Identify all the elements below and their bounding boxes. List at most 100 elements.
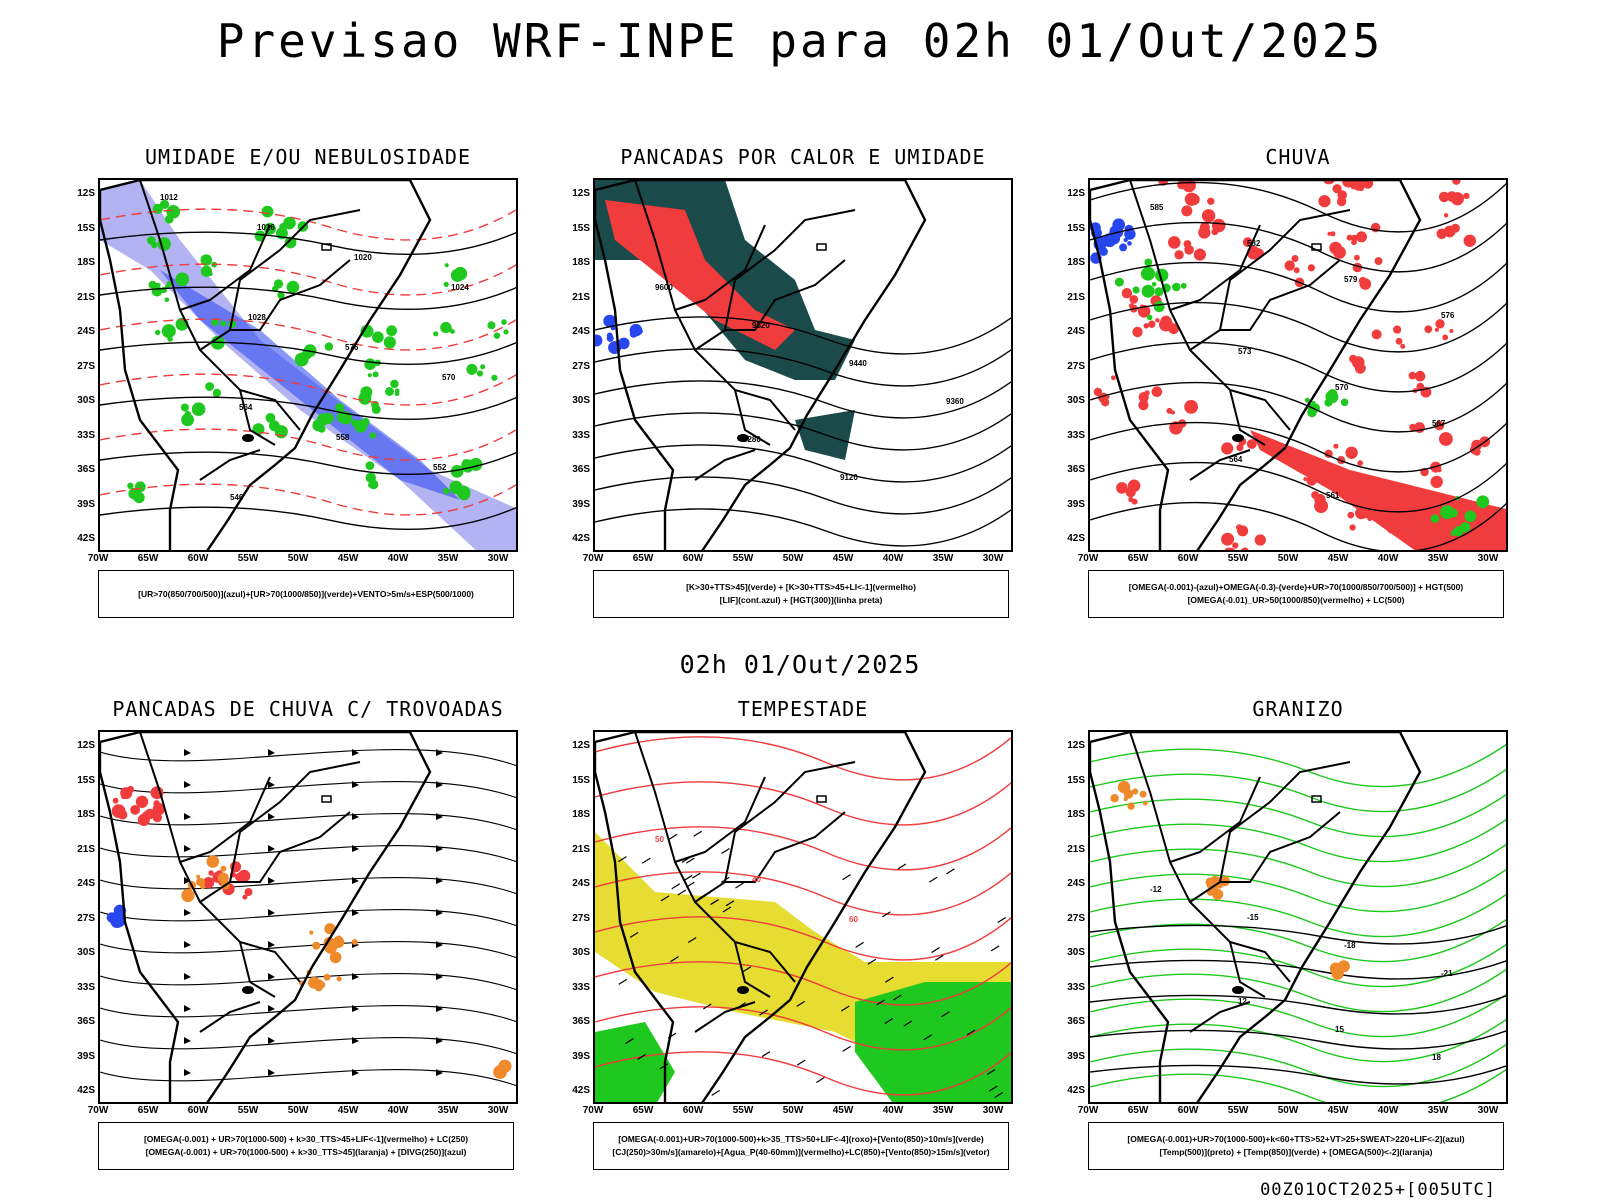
temp850-contour <box>1090 968 1506 1013</box>
rain-area <box>1430 475 1443 489</box>
map-panel: 1012 1016 1020 1024 1028 576 570 564 558 552 546 <box>98 178 518 552</box>
flow-arrow <box>352 909 359 916</box>
lon-tick-label: 60W <box>682 553 704 564</box>
lat-tick-label: 27S <box>77 360 95 372</box>
rain-area <box>1318 195 1331 208</box>
humidity-low-patch <box>360 324 374 338</box>
omega-strong-area <box>1141 266 1155 281</box>
contour-label: 564 <box>1229 455 1243 464</box>
rain-area <box>1168 323 1179 335</box>
thunderstorm-area <box>208 870 214 876</box>
rain-area <box>1241 547 1249 550</box>
flow-arrow <box>268 941 275 948</box>
flow-arrow <box>436 1005 443 1012</box>
country-border <box>239 389 276 446</box>
instability-severe-area <box>605 200 795 350</box>
lat-tick-label: 36S <box>572 1016 590 1027</box>
humidity-low-patch <box>444 263 449 268</box>
rain-band <box>1250 430 1506 550</box>
rain-area <box>1246 439 1257 449</box>
lon-tick-label: 45W <box>337 1105 359 1116</box>
humidity-low-patch <box>181 413 194 427</box>
rain-area <box>1371 329 1382 340</box>
lon-tick-label: 30W <box>982 553 1004 564</box>
temp850-contour <box>1090 943 1506 988</box>
omega-strong-area <box>1340 398 1349 407</box>
lat-tick-label: 18S <box>77 257 95 268</box>
rain-area <box>1450 223 1460 233</box>
lon-tick-label: 70W <box>1077 1105 1099 1116</box>
rain-area <box>1332 184 1342 194</box>
humidity-low-patch <box>369 432 376 439</box>
lon-tick-label: 45W <box>1327 1105 1349 1116</box>
flow-arrow <box>268 749 275 756</box>
contour-label: 9600 <box>655 283 673 292</box>
legend-line: [UR>70(850/700/500)](azul)+[UR>70(1000/8… <box>138 588 474 599</box>
lat-tick-label: 27S <box>1067 912 1085 924</box>
wind-vector <box>946 868 955 875</box>
flow-arrow <box>184 877 191 884</box>
lat-tick-label: 42S <box>77 533 95 544</box>
lat-tick-label: 15S <box>1067 774 1085 786</box>
rain-area <box>1291 255 1299 262</box>
lat-tick-label: 12S <box>77 740 95 751</box>
lat-tick-label: 33S <box>1067 981 1085 993</box>
page-title: Previsao WRF-INPE para 02h 01/Out/2025 <box>216 14 1384 68</box>
lat-tick-label: 30S <box>1067 395 1085 406</box>
rain-area <box>1311 491 1320 500</box>
omega-strong-area <box>1464 510 1477 523</box>
contour-label: 573 <box>1238 347 1252 356</box>
lifted-index-contour <box>629 330 638 338</box>
panel-legend: [K>30+TTS>45](verde) + [K>30+TTS>45+LI<-… <box>593 570 1009 618</box>
country-border <box>1219 209 1351 331</box>
panel-title: GRANIZO <box>1252 697 1344 721</box>
rain-area <box>1177 180 1186 190</box>
rain-area <box>1349 354 1358 363</box>
wind-vector <box>711 1089 720 1096</box>
lon-tick-label: 60W <box>1177 1105 1199 1116</box>
lat-tick-label: 15S <box>572 774 590 786</box>
lat-tick-label: 42S <box>572 1085 590 1096</box>
contour-label: 567 <box>1432 419 1446 428</box>
streamline <box>100 973 516 991</box>
thickness-contour <box>100 428 516 461</box>
wind-vector <box>903 1020 913 1027</box>
contour-label: 564 <box>239 403 253 412</box>
thunderstorm-area <box>244 888 253 896</box>
flow-arrow <box>352 813 359 820</box>
contour-label: 576 <box>1441 311 1455 320</box>
hgt500-contour <box>1090 221 1506 273</box>
map-panel: 9600 9520 9440 9360 9280 9120 <box>593 178 1013 552</box>
rain-area <box>1236 444 1244 452</box>
rain-area <box>1450 192 1464 206</box>
lon-tick-label: 60W <box>1177 553 1199 564</box>
lat-tick-label: 27S <box>1067 360 1085 372</box>
wind-vector <box>796 1059 806 1066</box>
water-content-contour <box>595 961 1011 1006</box>
flow-arrow <box>436 877 443 884</box>
rain-area <box>1166 407 1173 414</box>
flow-arrow <box>184 781 191 788</box>
temp500-contour <box>1090 1029 1506 1050</box>
rain-area <box>1121 288 1133 299</box>
flow-arrow <box>352 1069 359 1076</box>
rain-area <box>1330 231 1336 237</box>
lon-tick-label: 45W <box>832 553 854 564</box>
lat-tick-label: 18S <box>572 809 590 820</box>
convection-area <box>206 855 220 868</box>
rain-area <box>1395 337 1403 345</box>
contour-label: 60 <box>849 915 858 924</box>
humidity-low-patch <box>383 336 396 349</box>
omega-strong-area <box>1141 284 1155 298</box>
humidity-low-patch <box>450 465 464 478</box>
rain-area <box>1184 400 1198 414</box>
hgt300-contour <box>595 444 1011 483</box>
temp850-contour <box>1090 918 1506 963</box>
lon-tick-label: 40W <box>882 553 904 564</box>
wind-vector <box>759 1009 768 1016</box>
lat-tick-label: 30S <box>1067 947 1085 958</box>
convection-area <box>336 976 342 982</box>
flow-arrow <box>352 877 359 884</box>
humidity-low-patch <box>453 266 468 281</box>
thunderstorm-area <box>153 800 160 807</box>
